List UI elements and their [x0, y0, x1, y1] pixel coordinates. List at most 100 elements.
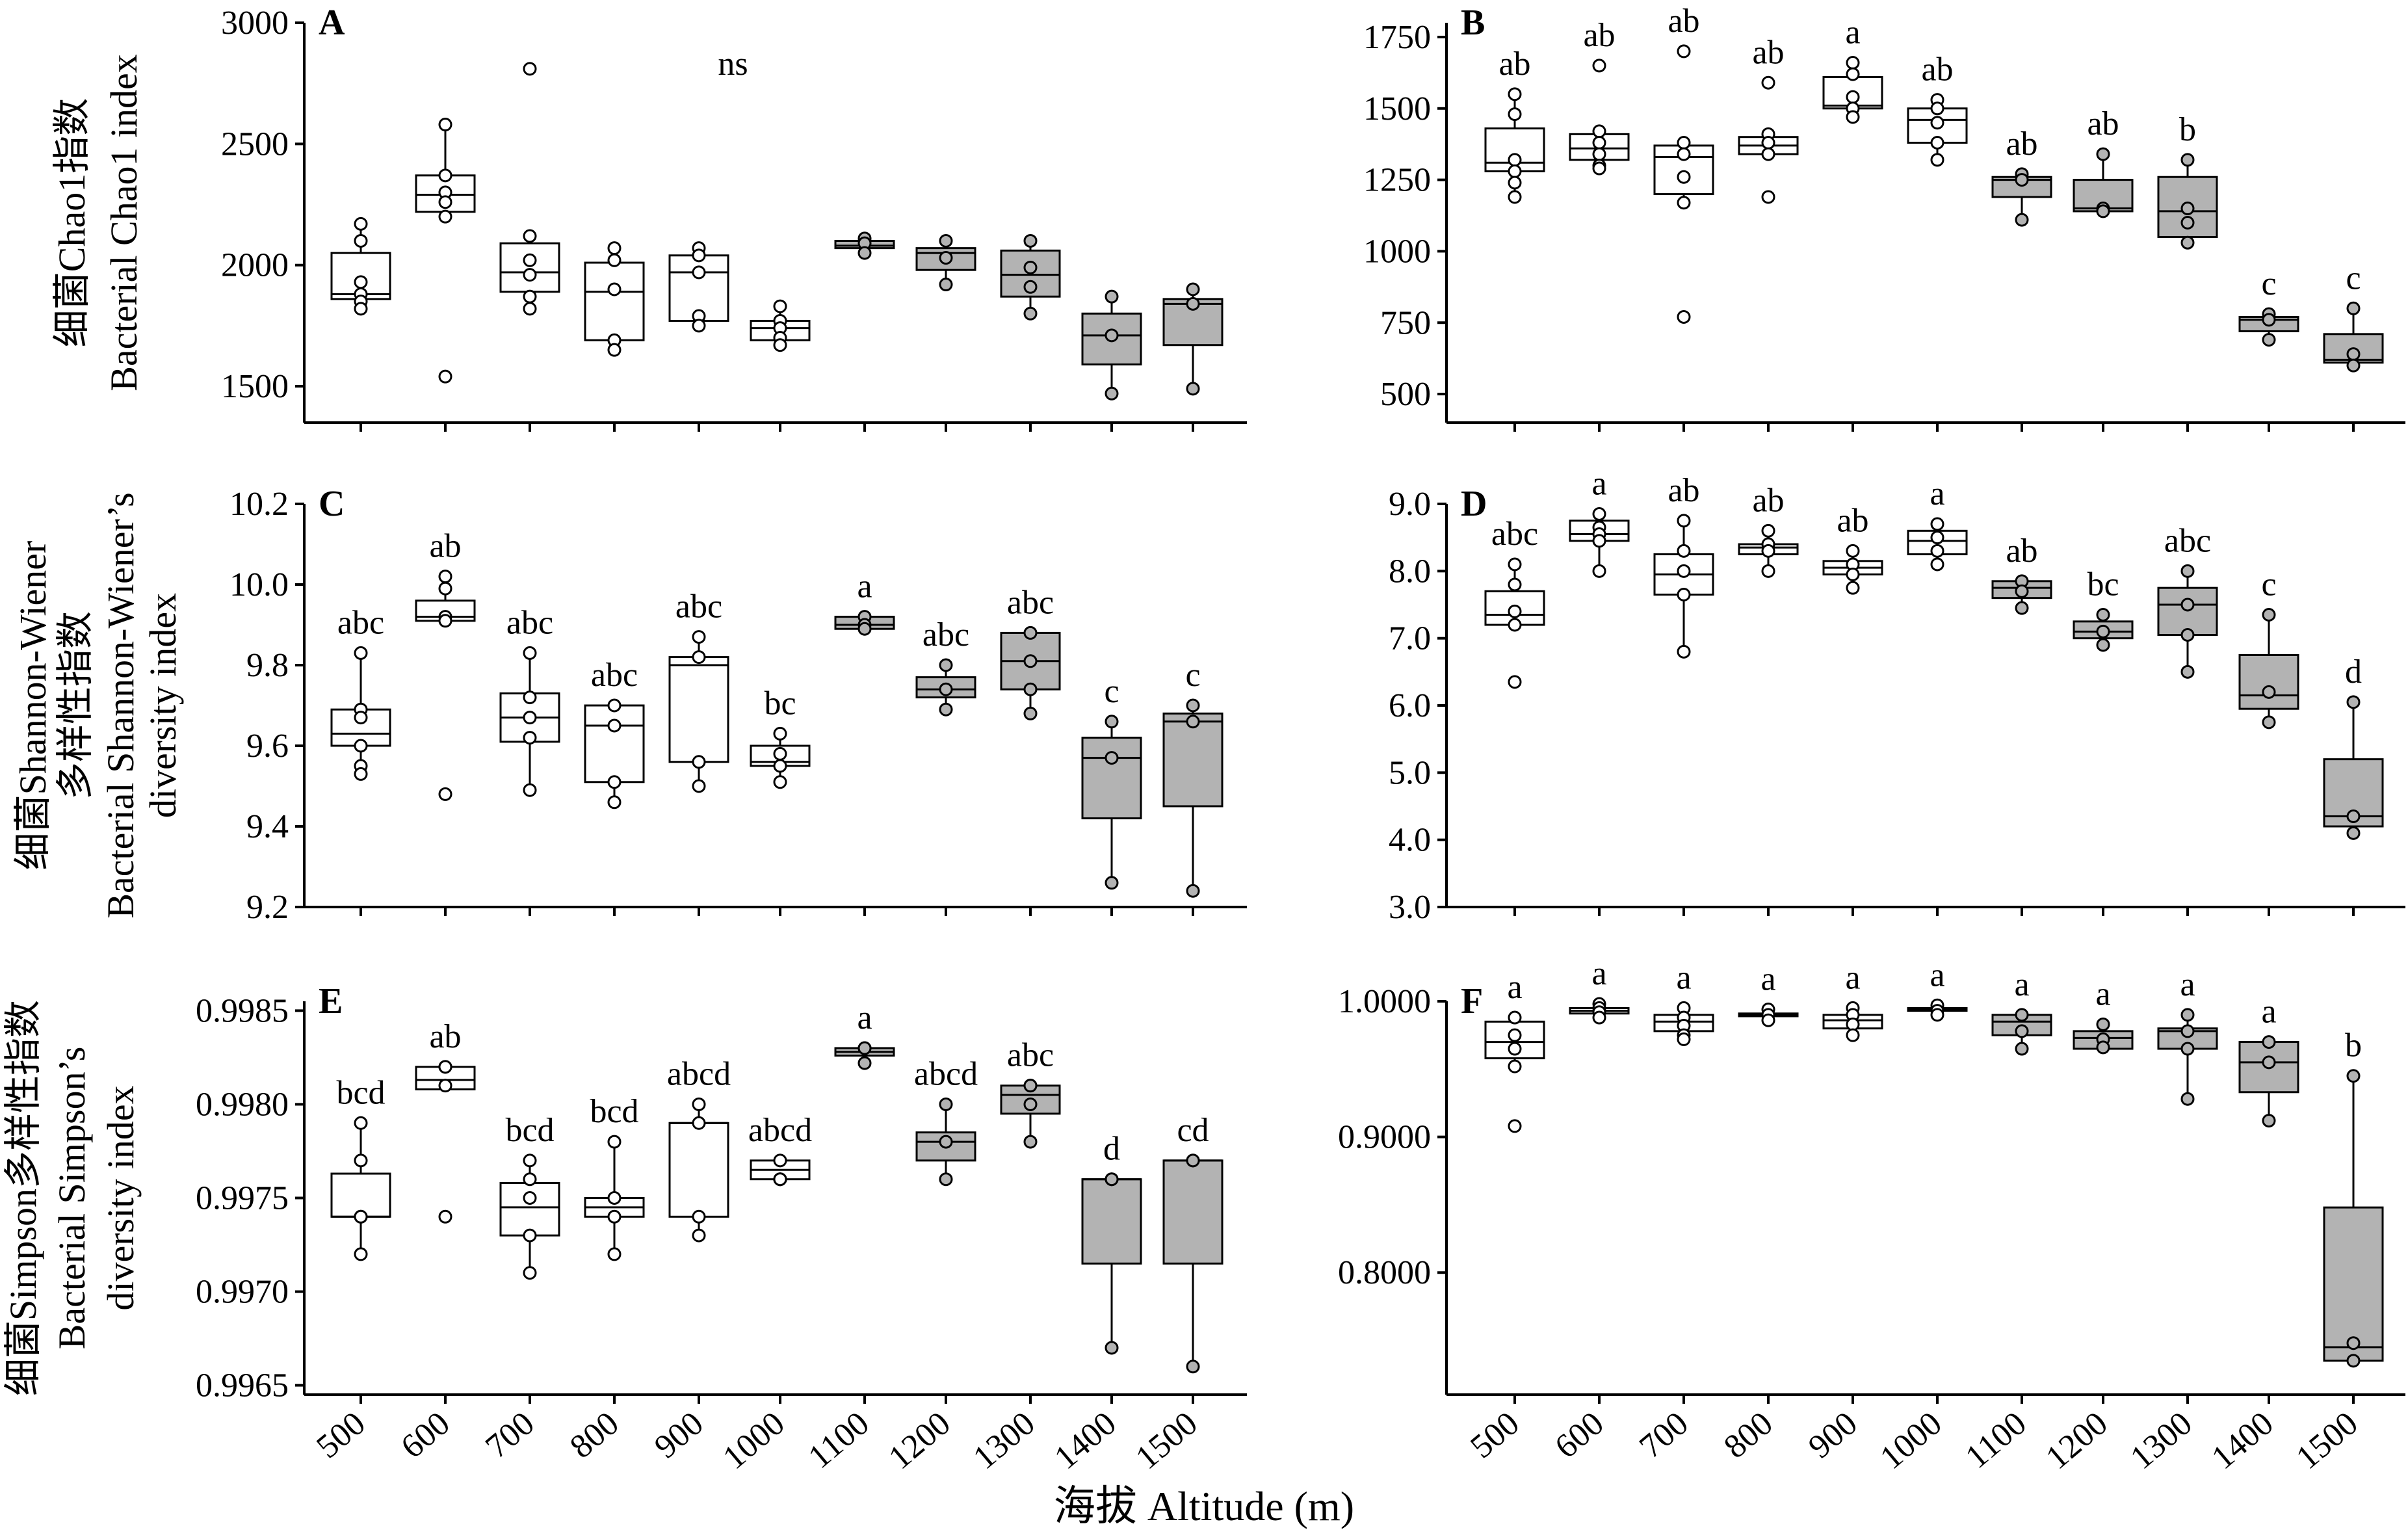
- panel-f: F 1.0000 0.9000 0.8000 500 600 700 800 900 1000 11…: [1338, 955, 2405, 1477]
- significance-letter: ab: [1752, 482, 1784, 519]
- data-point: [1930, 557, 1944, 572]
- box-rect: [1162, 712, 1224, 808]
- data-point: [438, 614, 452, 628]
- box-rect: [2323, 1206, 2384, 1362]
- data-point: [523, 1191, 537, 1205]
- data-point: [2015, 1042, 2029, 1056]
- data-point: [1508, 1010, 1522, 1025]
- x-axis-title: 海拔 Altitude (m): [1054, 1483, 1354, 1529]
- data-point: [773, 759, 787, 773]
- y-axis-title-line: 细菌Chao1指数: [51, 98, 93, 347]
- box-rect: [330, 1172, 391, 1218]
- data-point: [1508, 604, 1522, 618]
- data-point: [692, 779, 706, 793]
- data-point: [2180, 235, 2195, 250]
- significance-letter: ab: [429, 528, 461, 565]
- box-800: [584, 241, 645, 357]
- box-900: [668, 241, 729, 333]
- box-1300: abc: [1000, 584, 1061, 720]
- box-rect: [1653, 144, 1714, 196]
- data-point: [354, 711, 368, 725]
- box-800: abc: [584, 657, 645, 809]
- data-point: [607, 241, 622, 256]
- box-800: ab: [1738, 482, 1799, 578]
- data-point: [2346, 695, 2361, 709]
- significance-letter: ab: [2006, 125, 2037, 163]
- data-point: [939, 658, 953, 672]
- data-point: [857, 1056, 872, 1070]
- y-tick-label: 500: [1380, 376, 1431, 413]
- data-point: [523, 731, 537, 745]
- data-point: [438, 209, 452, 224]
- significance-letter: ab: [2006, 533, 2037, 570]
- data-point: [607, 795, 622, 809]
- data-point: [1761, 564, 1775, 578]
- x-tick-label: 1400: [2205, 1405, 2280, 1477]
- data-point: [1677, 544, 1691, 558]
- box-rect: [2238, 654, 2299, 710]
- box-rect: [1162, 1159, 1224, 1265]
- panel-label: B: [1461, 3, 1485, 43]
- data-point: [1930, 544, 1944, 558]
- box-500: [330, 217, 391, 316]
- data-point: [1105, 1172, 1119, 1187]
- box-600: ab: [1569, 17, 1630, 176]
- significance-letter: c: [2261, 265, 2276, 302]
- data-point: [1846, 90, 1860, 104]
- data-point: [1592, 564, 1606, 578]
- data-point: [1508, 164, 1522, 178]
- y-axis-title-line: diversity index: [99, 1085, 142, 1310]
- data-point: [939, 1097, 953, 1111]
- data-point: [523, 1228, 537, 1243]
- box-1200: ab: [2073, 105, 2134, 218]
- data-point: [773, 1172, 787, 1187]
- data-point: [2180, 216, 2195, 230]
- data-point: [1023, 706, 1038, 720]
- data-point: [1677, 644, 1691, 659]
- data-point: [2015, 173, 2029, 187]
- data-point: [857, 246, 872, 260]
- data-point: [1186, 1360, 1200, 1374]
- significance-letter: abcd: [667, 1055, 731, 1092]
- y-tick-label: 1500: [1363, 90, 1431, 127]
- x-tick-label: 700: [1632, 1405, 1695, 1466]
- significance-letter: ab: [1583, 17, 1615, 54]
- data-point: [692, 1097, 706, 1111]
- data-point: [1508, 1059, 1522, 1073]
- data-point: [354, 1247, 368, 1261]
- panel-label: A: [319, 3, 345, 43]
- data-point: [2180, 1024, 2195, 1038]
- data-point: [523, 289, 537, 304]
- data-point: [1930, 153, 1944, 167]
- box-900: abc: [668, 588, 729, 793]
- significance-letter: abc: [675, 588, 722, 625]
- y-tick-label: 0.9975: [196, 1180, 289, 1217]
- data-point: [1105, 386, 1119, 401]
- box-1000: [750, 299, 811, 352]
- box-1100: ab: [1991, 533, 2052, 615]
- data-point: [354, 1209, 368, 1224]
- significance-letter: a: [857, 568, 872, 605]
- x-tick-label: 1200: [2039, 1405, 2114, 1477]
- significance-letter: b: [2179, 111, 2196, 148]
- box-1500: cd: [1162, 1112, 1224, 1374]
- data-point: [939, 251, 953, 265]
- y-tick-label: 1500: [221, 368, 289, 405]
- data-point: [523, 62, 537, 76]
- data-point: [1105, 876, 1119, 890]
- data-point: [438, 570, 452, 584]
- box-1500: [1162, 282, 1224, 396]
- data-point: [939, 702, 953, 717]
- significance-letter: c: [2346, 259, 2361, 296]
- data-point: [1846, 67, 1860, 81]
- data-point: [1186, 884, 1200, 898]
- box-700: abc: [499, 604, 560, 797]
- x-tick-label: 1200: [882, 1405, 957, 1477]
- data-point: [1186, 282, 1200, 296]
- data-point: [692, 319, 706, 333]
- significance-letter: ab: [1752, 34, 1784, 71]
- box-rect: [499, 242, 560, 293]
- box-rect: [1081, 1178, 1142, 1265]
- data-point: [1508, 675, 1522, 689]
- significance-letter: ab: [1921, 51, 1953, 88]
